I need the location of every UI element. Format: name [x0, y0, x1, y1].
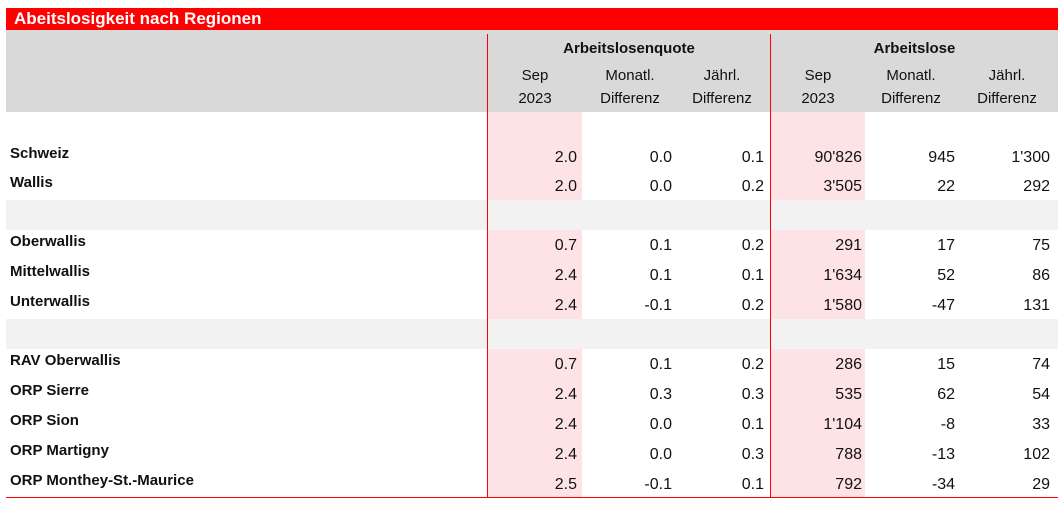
table-cell: 86 [1032, 267, 1050, 284]
column-subheader: Differenz [692, 90, 752, 107]
column-subheader: Jährl. [703, 67, 741, 84]
table-cell: 0.2 [741, 178, 764, 195]
table-cell: 1'300 [1011, 149, 1050, 166]
table-cell: 788 [835, 446, 862, 463]
table-cell: 22 [937, 178, 955, 195]
table-cell: 291 [835, 237, 862, 254]
highlight-column-count [771, 112, 865, 498]
table-cell: 2.4 [554, 446, 577, 463]
column-subheader: Differenz [977, 90, 1037, 107]
row-label: Mittelwallis [10, 263, 91, 280]
header-background [6, 30, 1058, 112]
table-cell: 0.1 [741, 416, 764, 433]
table-cell: 0.0 [649, 446, 672, 463]
table-cell: 292 [1023, 178, 1050, 195]
table-cell: 0.1 [649, 237, 672, 254]
table-cell: 0.3 [649, 386, 672, 403]
table-cell: 54 [1032, 386, 1050, 403]
table-cell: 792 [835, 476, 862, 493]
highlight-column-quote [487, 112, 582, 498]
row-label: ORP Sierre [10, 382, 89, 399]
table-cell: 0.3 [741, 446, 764, 463]
row-label: RAV Oberwallis [10, 352, 121, 369]
table-cell: 90'826 [814, 149, 862, 166]
table-cell: -13 [931, 446, 955, 463]
table-cell: 33 [1032, 416, 1050, 433]
column-subheader: 2023 [801, 90, 835, 107]
column-subheader: Sep [804, 67, 832, 84]
column-subheader: Sep [521, 67, 549, 84]
title-bar [6, 8, 1058, 30]
row-label: ORP Sion [10, 412, 79, 429]
table-cell: 2.4 [554, 267, 577, 284]
row-label: Oberwallis [10, 233, 86, 250]
table-cell: 74 [1032, 356, 1050, 373]
table-cell: 62 [937, 386, 955, 403]
table-cell: 2.5 [554, 476, 577, 493]
row-label: ORP Monthey-St.-Maurice [10, 472, 194, 489]
table-cell: -47 [931, 297, 955, 314]
table-cell: 0.1 [649, 267, 672, 284]
table-cell: -0.1 [644, 476, 672, 493]
column-divider [770, 34, 771, 498]
table-cell: 0.0 [649, 178, 672, 195]
table-cell: 0.3 [741, 386, 764, 403]
row-label: ORP Martigny [10, 442, 109, 459]
group-header-quote: Arbeitslosenquote [563, 40, 695, 57]
table-cell: 0.1 [741, 267, 764, 284]
table-cell: 0.2 [741, 237, 764, 254]
table-cell: 1'634 [823, 267, 862, 284]
table-cell: 1'104 [823, 416, 862, 433]
bottom-rule [6, 497, 1058, 498]
table-cell: -34 [931, 476, 955, 493]
row-label: Schweiz [10, 145, 70, 162]
separator-row [6, 200, 1058, 230]
table-cell: 29 [1032, 476, 1050, 493]
table-cell: 0.1 [649, 356, 672, 373]
table-cell: 0.2 [741, 356, 764, 373]
column-divider [487, 34, 488, 498]
table-cell: -0.1 [644, 297, 672, 314]
row-label: Wallis [10, 174, 53, 191]
table-cell: 0.0 [649, 149, 672, 166]
column-subheader: Monatl. [605, 67, 655, 84]
column-subheader: Monatl. [886, 67, 936, 84]
column-subheader: Jährl. [988, 67, 1026, 84]
separator-row [6, 319, 1058, 349]
table-cell: 0.1 [741, 476, 764, 493]
column-subheader: Differenz [881, 90, 941, 107]
row-label: Unterwallis [10, 293, 91, 310]
table-cell: -8 [940, 416, 955, 433]
column-subheader: 2023 [518, 90, 552, 107]
table-cell: 75 [1032, 237, 1050, 254]
table-cell: 102 [1023, 446, 1050, 463]
table-cell: 1'580 [823, 297, 862, 314]
table-cell: 286 [835, 356, 862, 373]
table-cell: 0.1 [741, 149, 764, 166]
table-cell: 2.4 [554, 386, 577, 403]
column-subheader: Differenz [600, 90, 660, 107]
table-cell: 0.2 [741, 297, 764, 314]
table-cell: 131 [1023, 297, 1050, 314]
table-cell: 52 [937, 267, 955, 284]
table-cell: 0.0 [649, 416, 672, 433]
table-cell: 17 [937, 237, 955, 254]
table-cell: 945 [928, 149, 955, 166]
table-cell: 0.7 [554, 356, 577, 373]
table-cell: 535 [835, 386, 862, 403]
table-cell: 2.0 [554, 149, 577, 166]
table-cell: 2.0 [554, 178, 577, 195]
group-header-count: Arbeitslose [873, 40, 956, 57]
table-title: Abeitslosigkeit nach Regionen [14, 9, 262, 28]
table-cell: 2.4 [554, 416, 577, 433]
table-cell: 2.4 [554, 297, 577, 314]
table-cell: 0.7 [554, 237, 577, 254]
table-cell: 3'505 [823, 178, 862, 195]
table-cell: 15 [937, 356, 955, 373]
